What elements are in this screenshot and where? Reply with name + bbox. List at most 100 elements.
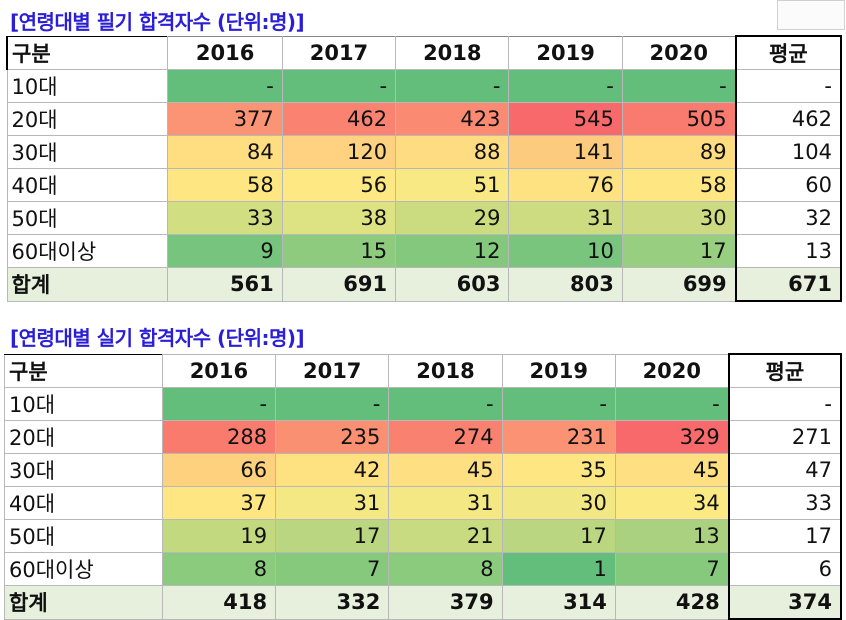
value-cell: 120: [281, 135, 397, 169]
value-cell: 505: [621, 102, 737, 136]
row-label: 30대: [4, 453, 163, 487]
value-cell: 17: [501, 519, 616, 553]
value-cell: 58: [167, 168, 283, 202]
value-cell: 423: [395, 102, 510, 136]
table-row: 30대 84 120 88 141 89 104: [6, 135, 843, 169]
average-cell: 6: [727, 552, 843, 586]
value-cell: 10: [508, 234, 623, 268]
value-cell: 30: [621, 201, 737, 235]
value-cell: 31: [388, 486, 503, 520]
row-label: 30대: [6, 135, 169, 169]
header-year: 2017: [275, 353, 390, 388]
value-cell: 76: [508, 168, 623, 202]
total-cell: 691: [281, 267, 397, 302]
value-cell: -: [621, 69, 737, 103]
value-cell: 377: [167, 102, 283, 136]
header-row: 구분 2016 2017 2018 2019 2020 평균: [4, 353, 843, 388]
table-row: 40대 58 56 51 76 58 60: [6, 168, 843, 202]
value-cell: 141: [508, 135, 623, 169]
average-cell: 17: [727, 519, 843, 553]
table-row: 40대 37 31 31 30 34 33: [4, 486, 843, 520]
table-row: 10대 - - - - - -: [4, 387, 843, 421]
value-cell: 21: [388, 519, 503, 553]
value-cell: 13: [614, 519, 730, 553]
header-average: 평균: [734, 35, 843, 70]
average-cell: -: [727, 387, 843, 421]
value-cell: -: [501, 387, 616, 421]
value-cell: 84: [167, 135, 283, 169]
value-cell: -: [388, 387, 503, 421]
value-cell: 45: [614, 453, 730, 487]
total-cell: 803: [508, 267, 623, 302]
table-row: 60대이상 8 7 8 1 7 6: [4, 552, 843, 586]
value-cell: 56: [281, 168, 397, 202]
value-cell: 42: [275, 453, 390, 487]
table-row: 30대 66 42 45 35 45 47: [4, 453, 843, 487]
total-cell: 561: [167, 267, 283, 302]
value-cell: -: [614, 387, 730, 421]
header-category: 구분: [6, 35, 169, 70]
header-year: 2016: [167, 35, 283, 70]
value-cell: 288: [161, 420, 277, 454]
header-year: 2020: [614, 353, 730, 388]
practical-pass-table: 구분 2016 2017 2018 2019 2020 평균 10대 - - - - - -20대 288 2…: [4, 353, 843, 620]
value-cell: 45: [388, 453, 503, 487]
row-label: 40대: [6, 168, 169, 202]
value-cell: 31: [275, 486, 390, 520]
value-cell: 29: [395, 201, 510, 235]
value-cell: 51: [395, 168, 510, 202]
value-cell: -: [161, 387, 277, 421]
table1-title: [연령대별 필기 합격자수 (단위:명)]: [10, 10, 305, 34]
value-cell: 38: [281, 201, 397, 235]
table-row: 20대 288 235 274 231 329 271: [4, 420, 843, 454]
header-year: 2016: [161, 353, 277, 388]
row-label: 60대이상: [4, 552, 163, 586]
row-label: 10대: [4, 387, 163, 421]
average-cell: 13: [734, 234, 843, 268]
value-cell: -: [508, 69, 623, 103]
row-label: 10대: [6, 69, 169, 103]
total-label: 합계: [4, 585, 163, 620]
header-year: 2018: [395, 35, 510, 70]
filter-dropdown[interactable]: [777, 0, 845, 30]
total-cell: 428: [614, 585, 730, 620]
row-label: 50대: [4, 519, 163, 553]
row-label: 50대: [6, 201, 169, 235]
written-pass-table: 구분 2016 2017 2018 2019 2020 평균 10대 - - - - - -20대 377 4…: [6, 35, 843, 302]
value-cell: -: [281, 69, 397, 103]
value-cell: 8: [161, 552, 277, 586]
value-cell: 66: [161, 453, 277, 487]
value-cell: 1: [501, 552, 616, 586]
value-cell: 17: [275, 519, 390, 553]
table-row: 50대 33 38 29 31 30 32: [6, 201, 843, 235]
average-cell: 32: [734, 201, 843, 235]
value-cell: 89: [621, 135, 737, 169]
total-average-cell: 671: [734, 267, 843, 302]
value-cell: 462: [281, 102, 397, 136]
table-row: 60대이상 9 15 12 10 17 13: [6, 234, 843, 268]
total-cell: 603: [395, 267, 510, 302]
value-cell: 30: [501, 486, 616, 520]
total-cell: 418: [161, 585, 277, 620]
row-label: 20대: [6, 102, 169, 136]
value-cell: 37: [161, 486, 277, 520]
average-cell: 33: [727, 486, 843, 520]
value-cell: 545: [508, 102, 623, 136]
average-cell: 47: [727, 453, 843, 487]
value-cell: -: [395, 69, 510, 103]
table-row: 50대 19 17 21 17 13 17: [4, 519, 843, 553]
row-label: 60대이상: [6, 234, 169, 268]
average-cell: -: [734, 69, 843, 103]
header-year: 2017: [281, 35, 397, 70]
header-year: 2020: [621, 35, 737, 70]
total-cell: 314: [501, 585, 616, 620]
table-row: 10대 - - - - - -: [6, 69, 843, 103]
value-cell: 8: [388, 552, 503, 586]
value-cell: 329: [614, 420, 730, 454]
value-cell: 35: [501, 453, 616, 487]
value-cell: 88: [395, 135, 510, 169]
value-cell: 15: [281, 234, 397, 268]
table-row: 20대 377 462 423 545 505 462: [6, 102, 843, 136]
average-cell: 271: [727, 420, 843, 454]
value-cell: 9: [167, 234, 283, 268]
